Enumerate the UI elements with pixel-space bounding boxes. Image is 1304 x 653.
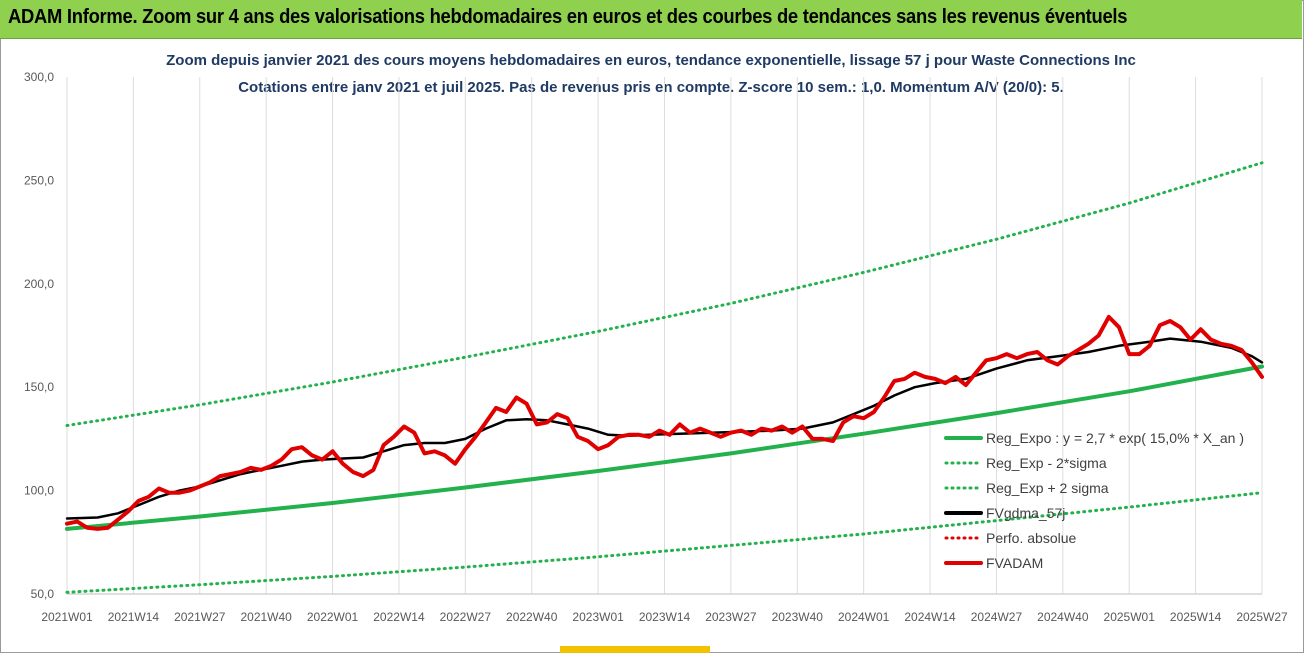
legend-label-3: FVgdma_57j xyxy=(986,505,1065,521)
legend-label-5: FVADAM xyxy=(986,555,1043,571)
chart-subtitle: Cotations entre janv 2021 et juil 2025. … xyxy=(238,79,1064,96)
x-tick-label: 2023W40 xyxy=(772,610,824,624)
y-tick-label: 200,0 xyxy=(24,277,54,291)
banner-title: ADAM Informe. Zoom sur 4 ans des valoris… xyxy=(8,6,1128,28)
x-tick-label: 2022W27 xyxy=(440,610,492,624)
y-tick-label: 250,0 xyxy=(24,173,54,187)
y-tick-label: 300,0 xyxy=(24,70,54,84)
series-line-5 xyxy=(65,314,1264,531)
series-line-1 xyxy=(65,491,1264,594)
x-tick-label: 2023W14 xyxy=(639,610,691,624)
report-banner: ADAM Informe. Zoom sur 4 ans des valoris… xyxy=(0,0,1302,39)
x-tick-label: 2022W01 xyxy=(307,610,359,624)
x-tick-label: 2023W27 xyxy=(705,610,757,624)
x-tick-label: 2024W40 xyxy=(1037,610,1089,624)
y-tick-label: 150,0 xyxy=(24,380,54,394)
legend-label-0: Reg_Expo : y = 2,7 * exp( 15,0% * X_an ) xyxy=(986,430,1244,446)
x-tick-label: 2025W27 xyxy=(1236,610,1288,624)
legend-label-1: Reg_Exp - 2*sigma xyxy=(986,455,1107,471)
legend-label-2: Reg_Exp + 2 sigma xyxy=(986,480,1109,496)
x-tick-label: 2025W14 xyxy=(1170,610,1222,624)
x-tick-label: 2021W27 xyxy=(174,610,226,624)
x-tick-label: 2021W01 xyxy=(41,610,93,624)
x-tick-label: 2021W14 xyxy=(108,610,160,624)
y-tick-label: 100,0 xyxy=(24,484,54,498)
decorative-strip xyxy=(560,646,710,653)
x-tick-label: 2021W40 xyxy=(240,610,292,624)
series-line-0 xyxy=(65,364,1264,531)
x-tick-label: 2022W14 xyxy=(373,610,425,624)
x-tick-label: 2023W01 xyxy=(572,610,624,624)
x-tick-label: 2024W01 xyxy=(838,610,890,624)
x-tick-label: 2025W01 xyxy=(1104,610,1156,624)
x-tick-label: 2024W14 xyxy=(904,610,956,624)
series-line-2 xyxy=(65,161,1264,427)
chart-title: Zoom depuis janvier 2021 des cours moyen… xyxy=(166,52,1136,69)
x-tick-label: 2022W40 xyxy=(506,610,558,624)
x-tick-label: 2024W27 xyxy=(971,610,1023,624)
y-tick-label: 50,0 xyxy=(31,587,55,601)
legend-label-4: Perfo. absolue xyxy=(986,530,1076,546)
